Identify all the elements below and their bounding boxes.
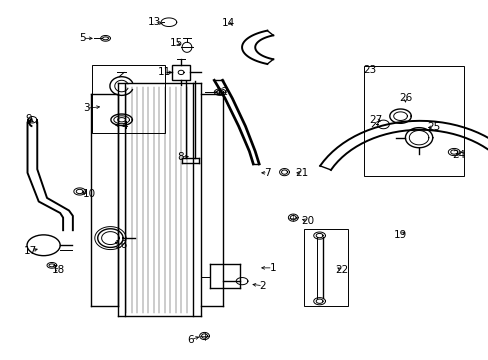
Bar xyxy=(92,65,164,134)
Text: 19: 19 xyxy=(393,230,407,239)
Bar xyxy=(304,229,347,306)
Text: 12: 12 xyxy=(216,87,229,97)
Text: 10: 10 xyxy=(82,189,96,199)
Text: 1: 1 xyxy=(269,263,276,273)
Text: 13: 13 xyxy=(147,17,161,27)
Text: 9: 9 xyxy=(25,114,32,124)
Bar xyxy=(363,66,463,176)
Text: 20: 20 xyxy=(301,216,314,226)
Text: 27: 27 xyxy=(369,115,382,125)
Text: 25: 25 xyxy=(426,122,439,132)
Text: 2: 2 xyxy=(259,281,266,291)
Text: 11: 11 xyxy=(157,67,170,77)
Text: 8: 8 xyxy=(177,152,183,162)
Text: 26: 26 xyxy=(398,93,411,103)
Text: 16: 16 xyxy=(115,239,128,249)
Text: 22: 22 xyxy=(335,265,348,275)
Text: 21: 21 xyxy=(295,168,308,178)
Text: 5: 5 xyxy=(79,33,86,43)
Bar xyxy=(172,65,189,80)
Text: 4: 4 xyxy=(122,121,128,131)
Text: 23: 23 xyxy=(363,64,376,75)
Text: 17: 17 xyxy=(24,246,38,256)
Text: 6: 6 xyxy=(187,334,194,345)
Text: 3: 3 xyxy=(82,103,89,113)
Text: 7: 7 xyxy=(264,168,271,178)
Text: 15: 15 xyxy=(169,38,183,48)
Text: 24: 24 xyxy=(451,150,465,160)
Text: 18: 18 xyxy=(52,265,65,275)
Text: 14: 14 xyxy=(222,18,235,28)
